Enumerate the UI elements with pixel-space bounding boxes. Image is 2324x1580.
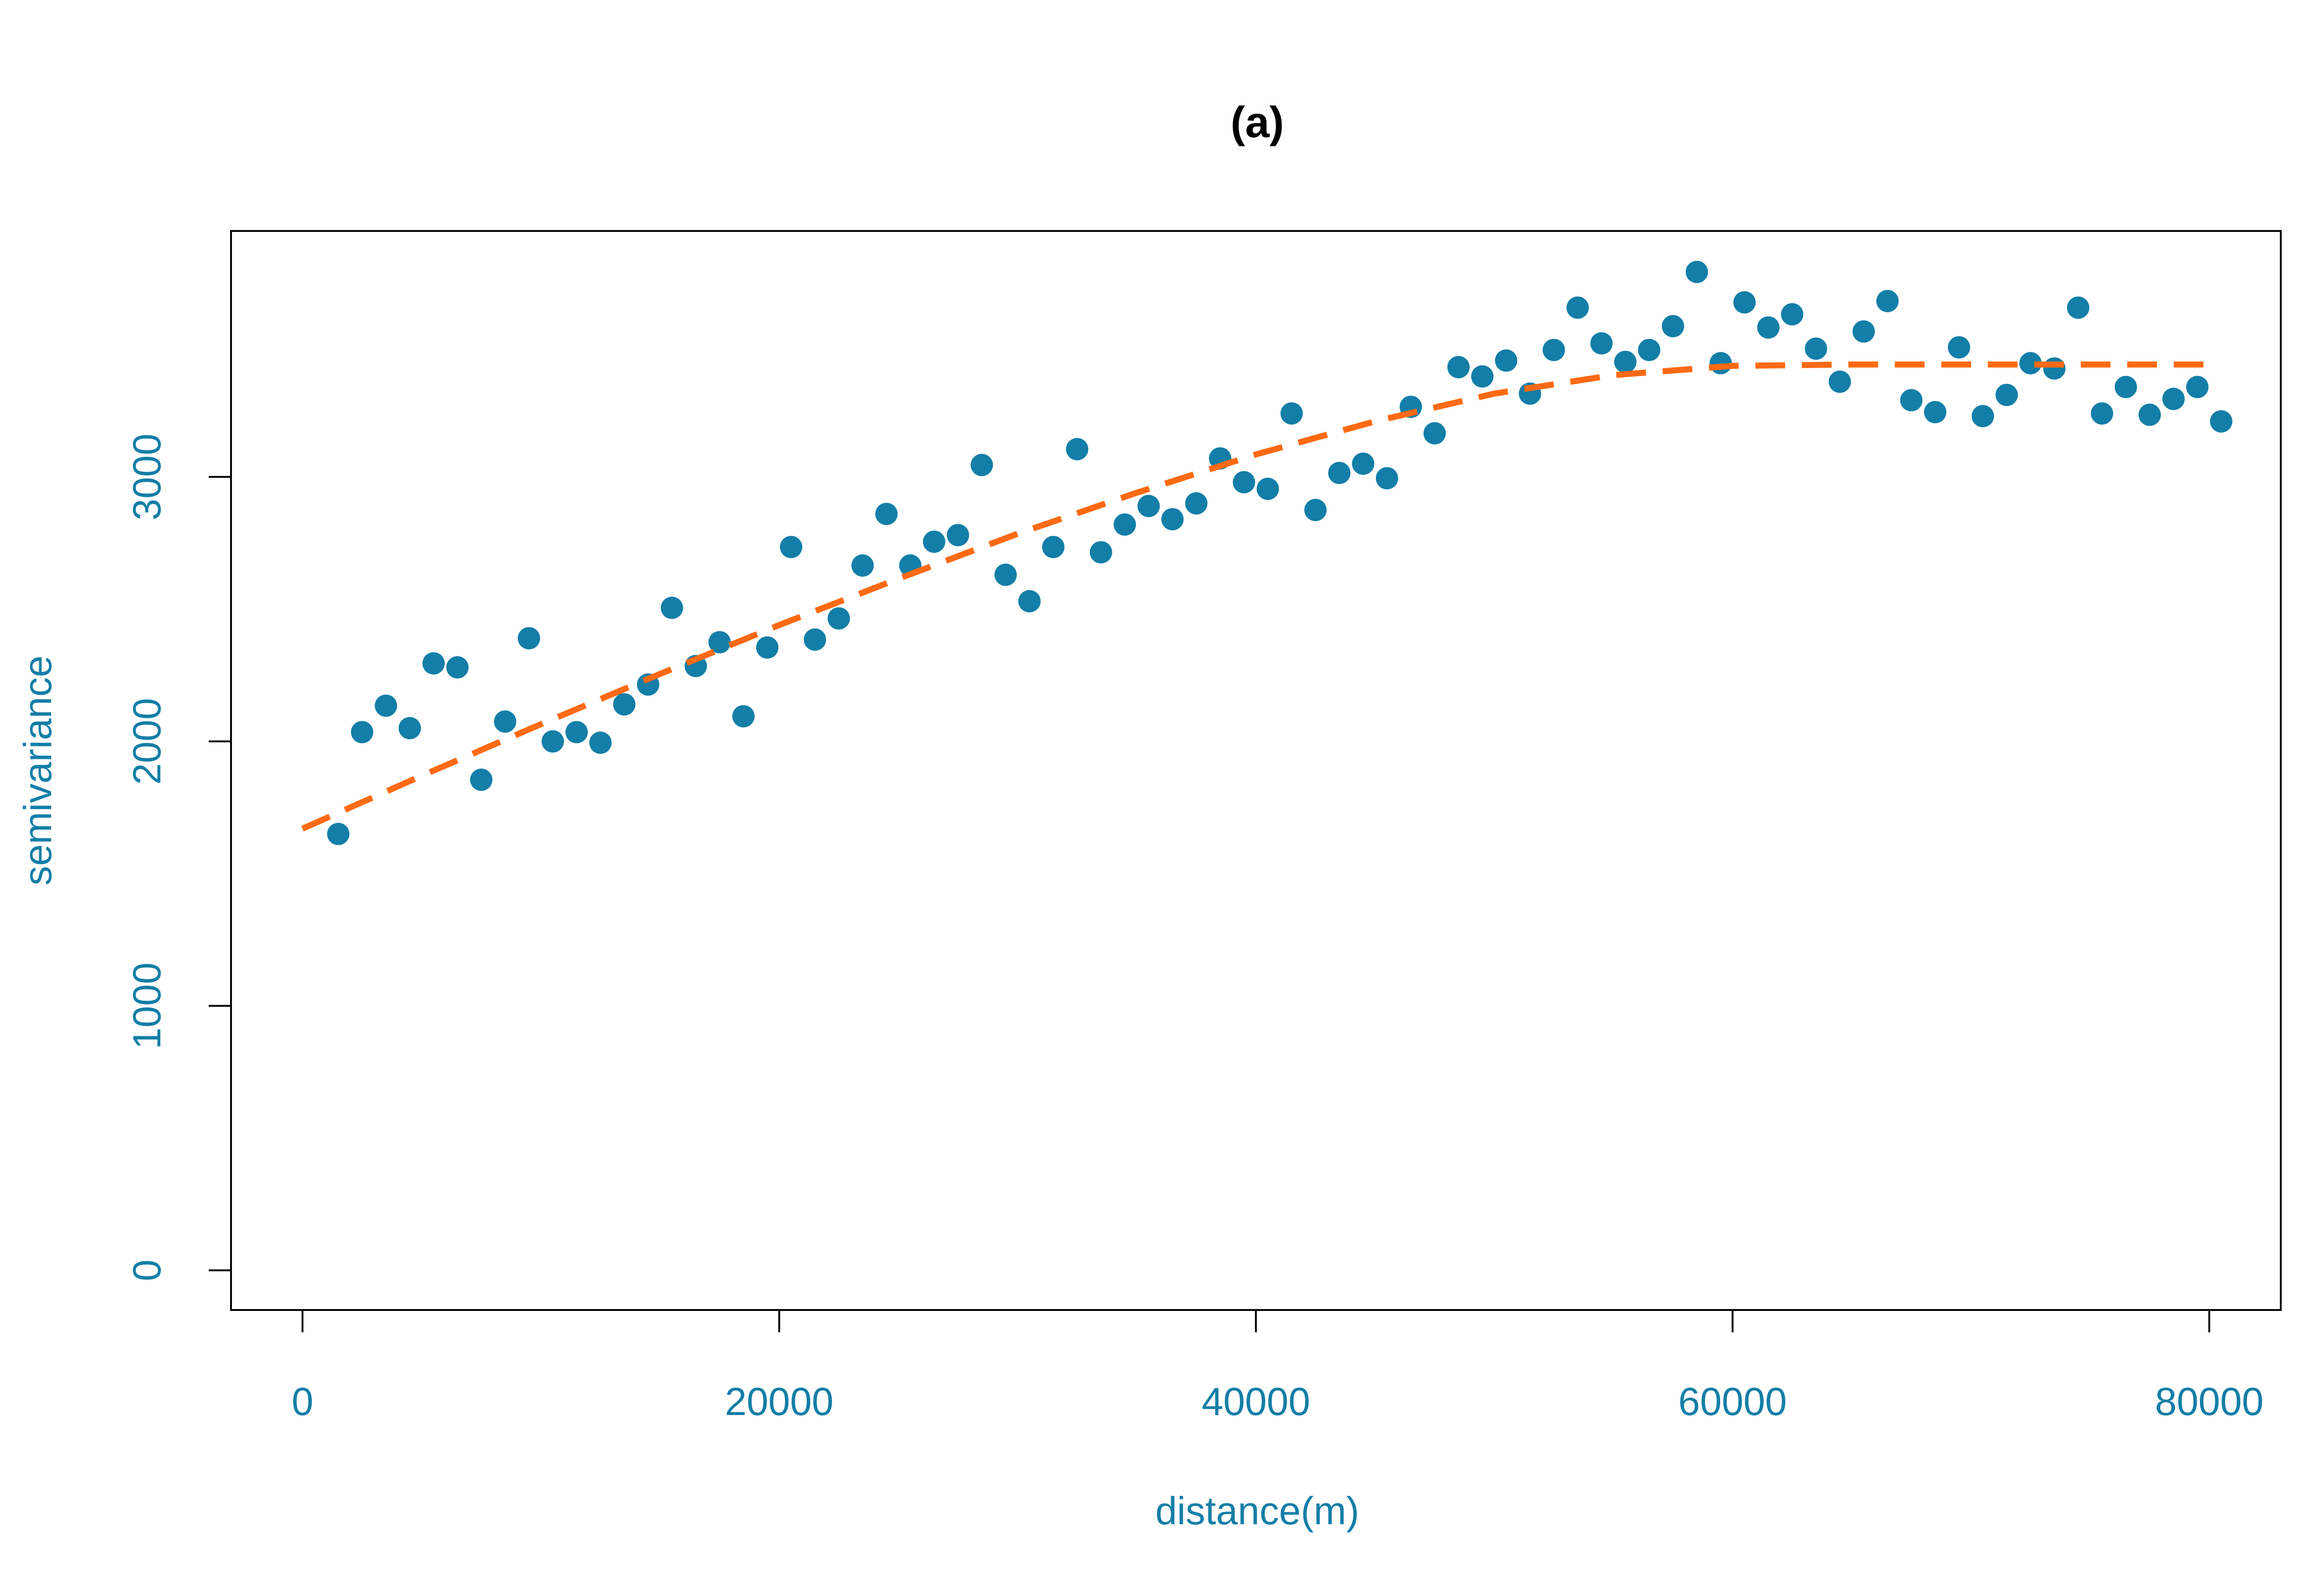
data-point <box>1185 492 1208 515</box>
data-point <box>1829 370 1851 393</box>
data-point <box>1137 494 1160 517</box>
x-axis-label: distance(m) <box>1155 1489 1360 1533</box>
data-point <box>1995 383 2018 406</box>
data-point <box>660 596 683 619</box>
data-point <box>971 454 993 476</box>
data-point <box>1685 261 1708 283</box>
data-point <box>804 628 826 651</box>
data-point <box>613 693 636 716</box>
data-point <box>1733 291 1756 314</box>
data-point <box>1614 350 1637 373</box>
x-tick-label: 20000 <box>725 1380 834 1423</box>
data-point <box>2186 375 2209 398</box>
data-point <box>1900 389 1923 412</box>
data-point <box>732 705 755 728</box>
chart-title: (a) <box>1231 98 1284 146</box>
data-point <box>1066 438 1089 461</box>
data-point <box>1566 296 1589 319</box>
data-point <box>2162 388 2185 410</box>
data-point <box>1256 477 1279 500</box>
fitted-curve-layer <box>301 361 2210 832</box>
data-point <box>947 524 970 546</box>
data-point <box>1495 349 1518 372</box>
x-tick-label: 40000 <box>1202 1380 1310 1423</box>
data-point <box>2019 352 2042 375</box>
data-point <box>1542 339 1565 362</box>
data-point <box>827 607 850 630</box>
data-point <box>780 536 803 559</box>
data-point <box>1233 471 1255 494</box>
data-point <box>2091 402 2113 425</box>
data-point <box>2043 357 2066 380</box>
data-point <box>1471 365 1494 388</box>
data-point <box>1590 332 1613 355</box>
data-point <box>1447 356 1470 379</box>
data-point <box>2114 375 2137 398</box>
data-point <box>327 823 350 845</box>
data-point <box>398 717 421 739</box>
data-point <box>708 631 731 653</box>
data-point <box>994 563 1017 586</box>
data-point <box>1280 402 1303 425</box>
data-point <box>470 768 493 791</box>
data-point <box>851 554 874 577</box>
data-point <box>1042 536 1065 559</box>
data-point <box>1161 508 1184 531</box>
data-point <box>1852 320 1875 343</box>
x-tick-label: 60000 <box>1678 1380 1787 1423</box>
plot-frame <box>230 230 2282 1311</box>
data-point <box>1638 339 1661 362</box>
y-tick-label: 3000 <box>125 434 169 520</box>
data-point <box>923 530 945 553</box>
y-axis: 0 1000 2000 3000 <box>125 434 232 1281</box>
data-point <box>1781 303 1803 326</box>
fitted-curve <box>301 361 2210 832</box>
y-tick-label: 0 <box>125 1259 169 1281</box>
data-point <box>494 710 516 733</box>
data-point <box>1376 467 1399 490</box>
y-axis-label: semivariance <box>16 656 59 886</box>
data-point <box>517 627 540 650</box>
data-point <box>1948 336 1970 359</box>
data-point <box>1304 499 1327 521</box>
data-point <box>1328 461 1351 484</box>
data-point <box>541 730 564 753</box>
x-axis: 0 20000 40000 60000 80000 <box>291 1309 2264 1423</box>
y-tick-label: 1000 <box>125 962 169 1049</box>
data-point <box>375 694 397 717</box>
data-point <box>1423 422 1446 445</box>
x-tick-label: 80000 <box>2155 1380 2264 1423</box>
data-point <box>756 636 779 659</box>
data-point <box>446 656 469 679</box>
y-tick-label: 2000 <box>125 698 169 785</box>
data-point <box>1924 401 1947 423</box>
x-tick-label: 0 <box>291 1380 313 1423</box>
data-point <box>1352 452 1374 475</box>
data-point <box>2138 403 2161 426</box>
data-point <box>351 721 374 744</box>
data-point <box>1662 315 1684 337</box>
data-point <box>1018 590 1041 612</box>
data-point <box>875 502 898 525</box>
data-point <box>1113 513 1136 536</box>
data-point <box>422 652 445 675</box>
data-point <box>2067 296 2090 319</box>
data-points <box>327 261 2232 845</box>
data-point <box>1805 337 1828 360</box>
data-point <box>565 721 588 744</box>
data-point <box>1757 316 1780 339</box>
data-point <box>1089 541 1112 564</box>
data-point <box>2210 410 2232 433</box>
data-point <box>589 731 612 754</box>
data-point <box>1972 405 1994 428</box>
data-point <box>1876 290 1899 312</box>
